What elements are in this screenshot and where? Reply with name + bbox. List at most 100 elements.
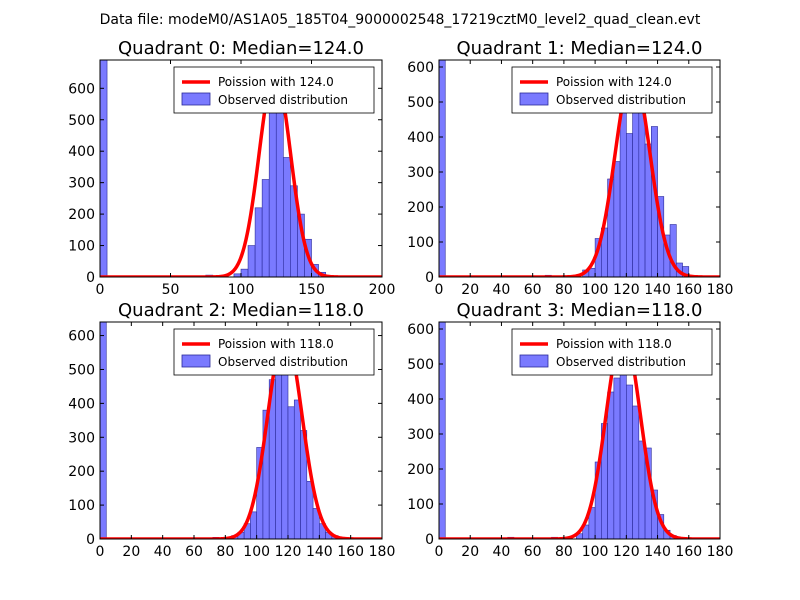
quadrant-1-plot: 0 20 40 60 80 100 120 140 160 1800100200300400500…: [407, 38, 733, 298]
x-tick-label: 180: [707, 282, 734, 298]
quadrant-3-plot: 0 20 40 60 80 100 120 140 160 1800100200300400500…: [407, 300, 733, 560]
y-tick-label: 200: [407, 462, 434, 478]
x-tick-label: 60: [524, 544, 542, 560]
x-tick-label: 0: [96, 544, 105, 560]
x-axis-ticks: 0 20 40 60 80 100 120 140 160 180: [435, 322, 734, 560]
x-tick-label: 40: [154, 544, 172, 560]
y-tick-label: 300: [68, 176, 95, 192]
histogram-bar: [282, 157, 291, 277]
subplot-grid: 0 50 100 150 2000100200300400500600Quadrant …: [68, 38, 733, 560]
histogram-bar: [439, 322, 446, 539]
histogram-bar: [439, 60, 446, 277]
y-tick-label: 0: [425, 270, 434, 286]
y-tick-label: 400: [407, 392, 434, 408]
histogram-bar: [632, 405, 640, 539]
legend: Poission with 118.0 Observed distribution: [511, 328, 713, 376]
x-tick-label: 160: [675, 282, 702, 298]
y-tick-label: 300: [68, 430, 95, 446]
legend-curve-label: Poission with 124.0: [218, 75, 334, 89]
x-tick-label: 120: [613, 544, 640, 560]
histogram-bar: [613, 161, 621, 277]
x-tick-label: 180: [369, 544, 396, 560]
histogram-bar: [287, 406, 295, 539]
quadrant-2-title: Quadrant 2: Median=118.0: [118, 300, 364, 321]
poisson-curve: [439, 70, 720, 277]
x-tick-label: 180: [707, 544, 734, 560]
legend-curve-label: Poission with 118.0: [556, 337, 672, 351]
histogram-bar: [682, 266, 690, 277]
legend-curve-label: Poission with 118.0: [218, 337, 334, 351]
legend-hist-label: Observed distribution: [556, 355, 686, 369]
x-axis-ticks: 0 50 100 150 200: [96, 60, 395, 298]
y-tick-label: 300: [407, 427, 434, 443]
quadrant-2-plot: 0 20 40 60 80 100 120 140 160 180 0 100 200 300 400 500…: [68, 300, 395, 560]
histogram-bar: [275, 369, 283, 539]
y-tick-label: 600: [68, 329, 95, 345]
legend-hist-label: Observed distribution: [218, 355, 348, 369]
legend: Poission with 124.0 Observed distribution: [511, 66, 713, 114]
x-tick-label: 80: [555, 544, 573, 560]
histogram-bar: [247, 245, 256, 277]
y-tick-label: 200: [407, 200, 434, 216]
legend-hist-label: Observed distribution: [218, 93, 348, 107]
legend-hist-swatch: [519, 92, 549, 106]
y-axis-ticks: 0 100 200 300 400 500 600: [407, 60, 720, 286]
x-tick-label: 60: [524, 282, 542, 298]
y-tick-label: 200: [68, 464, 95, 480]
quadrant-3-title: Quadrant 3: Median=118.0: [457, 300, 703, 321]
x-tick-label: 140: [644, 282, 671, 298]
y-tick-label: 100: [407, 497, 434, 513]
x-tick-label: 80: [216, 544, 234, 560]
y-axis-ticks: 0 100 200 300 400 500 600: [68, 329, 382, 548]
x-tick-label: 120: [275, 544, 302, 560]
x-tick-label: 160: [675, 544, 702, 560]
x-tick-label: 40: [493, 544, 511, 560]
y-tick-label: 500: [407, 357, 434, 373]
histogram-bar: [669, 224, 677, 277]
y-tick-label: 600: [407, 60, 434, 76]
quadrant-0-plot: 0 50 100 150 200 0 100 200 300 400 500 600 Quadrant …: [68, 38, 395, 298]
y-tick-label: 100: [68, 239, 95, 255]
histogram-bar: [261, 179, 270, 277]
x-tick-label: 100: [582, 282, 609, 298]
y-tick-label: 100: [68, 498, 95, 514]
axes-frame: [99, 321, 383, 540]
y-tick-label: 0: [86, 270, 95, 286]
x-tick-label: 0: [96, 282, 105, 298]
legend-hist-swatch: [181, 92, 211, 106]
histogram-bar: [632, 94, 640, 277]
x-tick-label: 0: [435, 282, 444, 298]
histogram-bar: [293, 399, 301, 539]
histogram-bar: [100, 322, 107, 539]
y-tick-label: 0: [425, 532, 434, 548]
legend: Poission with 124.0 Observed distribution: [173, 66, 375, 114]
x-tick-label: 150: [298, 282, 325, 298]
y-axis-ticks: 0 100 200 300 400 500 600: [68, 81, 382, 286]
y-axis-ticks: 0 100 200 300 400 500 600: [407, 322, 720, 548]
histogram-bar: [254, 207, 263, 277]
y-tick-label: 300: [407, 165, 434, 181]
histogram-bars: [439, 60, 690, 277]
histogram-bar: [240, 268, 249, 277]
histogram-bar: [281, 362, 289, 539]
x-tick-label: 80: [555, 282, 573, 298]
x-tick-label: 20: [122, 544, 140, 560]
histogram-bars: [439, 322, 677, 539]
y-tick-label: 400: [407, 130, 434, 146]
legend: Poission with 118.0 Observed distribution: [173, 328, 375, 376]
plot-area: [439, 322, 720, 539]
legend-hist-swatch: [181, 354, 211, 368]
y-tick-label: 400: [68, 396, 95, 412]
histogram-bar: [100, 60, 108, 277]
axes-frame: [438, 59, 721, 278]
x-axis-ticks: 0 20 40 60 80 100 120 140 160 180: [435, 60, 734, 298]
legend-hist-label: Observed distribution: [556, 93, 686, 107]
y-tick-label: 500: [68, 362, 95, 378]
plot-area: [439, 60, 720, 277]
y-tick-label: 500: [68, 113, 95, 129]
histogram-bar: [275, 106, 284, 277]
x-tick-label: 40: [493, 282, 511, 298]
y-tick-label: 600: [407, 322, 434, 338]
x-tick-label: 20: [461, 282, 479, 298]
